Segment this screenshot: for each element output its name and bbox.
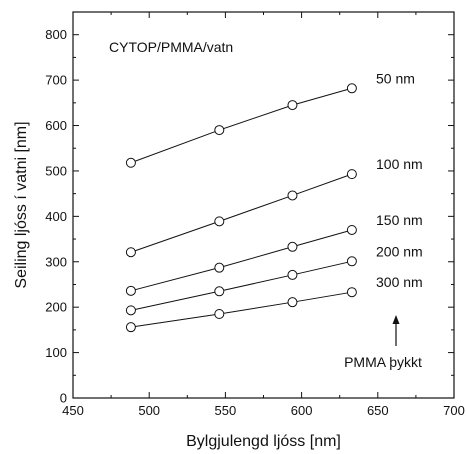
- y-tick-label: 300: [45, 254, 67, 269]
- x-tick-label: 600: [291, 403, 313, 418]
- y-tick-label: 100: [45, 345, 67, 360]
- data-point: [125, 305, 136, 316]
- data-point: [125, 285, 136, 296]
- series-50-nm: [125, 83, 357, 168]
- y-tick-label: 0: [60, 391, 67, 406]
- series-line: [130, 291, 352, 328]
- labels-layer: 450 500 550 600 650 700 0 100 200 300 400 500 600 700…: [45, 27, 465, 418]
- series-label: 200 nm: [376, 243, 423, 259]
- series-label: 50 nm: [376, 70, 415, 86]
- series-line: [130, 260, 353, 311]
- y-tick-label: 800: [45, 27, 67, 42]
- x-tick-label: 700: [443, 403, 465, 418]
- data-point: [346, 256, 357, 267]
- data-point: [214, 262, 225, 273]
- data-point: [214, 308, 225, 319]
- data-point: [125, 157, 136, 168]
- series-label: 300 nm: [376, 274, 423, 290]
- y-axis-title: Seiling ljóss í vatni [nm]: [13, 121, 30, 288]
- series-line: [130, 229, 353, 292]
- arrow-head: [392, 315, 400, 324]
- x-tick-label: 450: [62, 403, 84, 418]
- data-point: [346, 83, 357, 94]
- data-point: [287, 100, 298, 111]
- data-point: [287, 269, 298, 280]
- data-point: [214, 286, 225, 297]
- y-tick-label: 400: [45, 209, 67, 224]
- y-tick-label: 600: [45, 118, 67, 133]
- y-tick-label: 200: [45, 300, 67, 315]
- series-line: [130, 173, 353, 253]
- data-point: [346, 287, 357, 298]
- data-point: [346, 224, 357, 235]
- series-layer: [125, 83, 357, 333]
- x-axis-title: Bylgjulengd ljóss [nm]: [186, 433, 341, 450]
- system-annotation: CYTOP/PMMA/vatn: [109, 39, 233, 55]
- data-point: [125, 247, 136, 258]
- data-point: [287, 297, 298, 308]
- data-point: [287, 241, 298, 252]
- series-label: 100 nm: [376, 156, 423, 172]
- series-100-nm: [125, 169, 357, 258]
- thickness-arrow: [392, 315, 400, 346]
- plot-frame: [72, 11, 455, 399]
- data-point: [287, 190, 298, 201]
- x-tick-label: 550: [215, 403, 237, 418]
- data-point: [214, 125, 225, 136]
- thickness-annotation: PMMA þykkt: [344, 354, 422, 370]
- data-point: [346, 169, 357, 180]
- series-line: [130, 87, 353, 164]
- series-300-nm: [125, 287, 357, 333]
- x-tick-label: 650: [367, 403, 389, 418]
- series-150-nm: [125, 224, 357, 296]
- series-label: 150 nm: [376, 212, 423, 228]
- data-point: [125, 322, 136, 333]
- data-point: [214, 216, 225, 227]
- x-tick-label: 500: [138, 403, 160, 418]
- series-200-nm: [125, 256, 357, 316]
- y-tick-label: 500: [45, 163, 67, 178]
- y-tick-label: 700: [45, 73, 67, 88]
